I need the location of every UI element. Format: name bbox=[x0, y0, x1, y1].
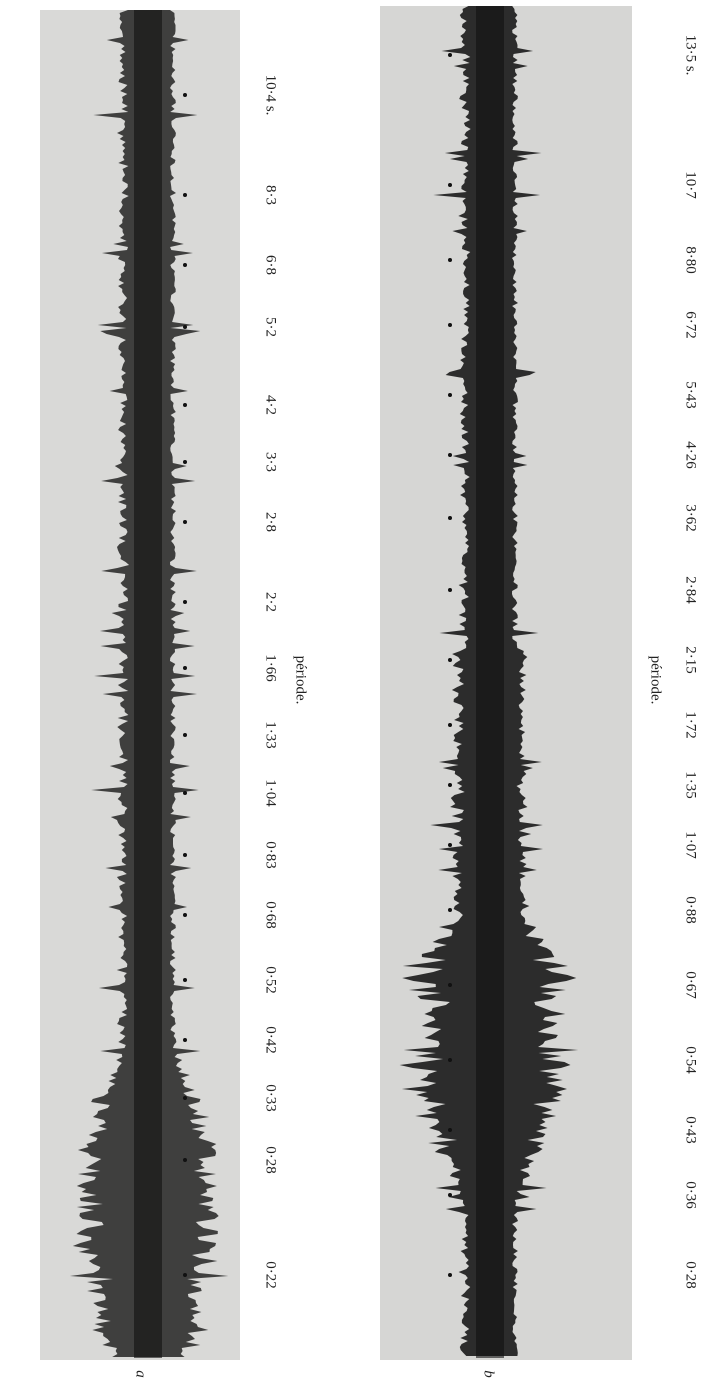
period-label: 8·80 bbox=[683, 246, 699, 274]
time-dot bbox=[448, 323, 452, 327]
figure: 0·22 0·28 0·33 0·42 0·52 0·68 0·83 1·04 1·33 1·66… bbox=[0, 0, 709, 1385]
period-label: 5·2 bbox=[263, 317, 279, 337]
time-dot bbox=[448, 723, 452, 727]
period-label: 3·62 bbox=[683, 504, 699, 532]
period-label: 2·15 bbox=[683, 646, 699, 674]
period-label: 0·22 bbox=[263, 1261, 279, 1289]
time-dot bbox=[183, 1158, 187, 1162]
time-dot bbox=[448, 908, 452, 912]
period-label: 1·04 bbox=[263, 779, 279, 807]
period-label: 0·67 bbox=[683, 971, 699, 999]
time-dot bbox=[183, 666, 187, 670]
period-label: 0·83 bbox=[263, 841, 279, 869]
axis-title: période. bbox=[648, 656, 664, 705]
panel-letter: a bbox=[133, 1370, 149, 1378]
time-dot bbox=[183, 193, 187, 197]
period-label: 1·33 bbox=[263, 721, 279, 749]
time-dot bbox=[448, 258, 452, 262]
period-label: 3·3 bbox=[263, 452, 279, 472]
period-label: 0·52 bbox=[263, 966, 279, 994]
period-label: 1·35 bbox=[683, 771, 699, 799]
panel-letter: b bbox=[481, 1370, 497, 1378]
waveform-core bbox=[134, 10, 162, 1358]
period-label: 0·88 bbox=[683, 896, 699, 924]
period-label: 0·54 bbox=[683, 1046, 699, 1074]
period-label: 10·7 bbox=[683, 171, 699, 199]
period-label: 13·5 s. bbox=[683, 35, 699, 76]
time-dot bbox=[448, 658, 452, 662]
period-label: 1·72 bbox=[683, 711, 699, 739]
period-label: 5·43 bbox=[683, 381, 699, 409]
period-label: 6·8 bbox=[263, 255, 279, 275]
period-label: 2·84 bbox=[683, 576, 699, 604]
time-dot bbox=[183, 93, 187, 97]
time-dot bbox=[183, 1038, 187, 1042]
period-label: 6·72 bbox=[683, 311, 699, 339]
period-label: 10·4 s. bbox=[263, 75, 279, 116]
period-label: 2·2 bbox=[263, 592, 279, 612]
time-dot bbox=[183, 913, 187, 917]
time-dot bbox=[448, 843, 452, 847]
time-dot bbox=[448, 1273, 452, 1277]
period-label: 2·8 bbox=[263, 512, 279, 532]
time-dot bbox=[183, 325, 187, 329]
time-dot bbox=[448, 1193, 452, 1197]
time-dot bbox=[183, 978, 187, 982]
time-dot bbox=[448, 783, 452, 787]
period-label: 0·28 bbox=[263, 1146, 279, 1174]
time-dot bbox=[448, 983, 452, 987]
axis-title: période. bbox=[293, 656, 309, 705]
period-label: 1·66 bbox=[263, 654, 279, 682]
period-label: 0·42 bbox=[263, 1026, 279, 1054]
period-label: 0·68 bbox=[263, 901, 279, 929]
time-dot bbox=[183, 733, 187, 737]
period-label: 8·3 bbox=[263, 185, 279, 205]
time-dot bbox=[448, 588, 452, 592]
time-dot bbox=[183, 791, 187, 795]
period-label: 0·36 bbox=[683, 1181, 699, 1209]
time-dot bbox=[183, 853, 187, 857]
time-dot bbox=[448, 183, 452, 187]
period-label: 0·43 bbox=[683, 1116, 699, 1144]
time-dot bbox=[448, 1128, 452, 1132]
time-dot bbox=[183, 600, 187, 604]
time-dot bbox=[448, 453, 452, 457]
time-dot bbox=[448, 516, 452, 520]
period-label: 0·28 bbox=[683, 1261, 699, 1289]
time-dot bbox=[448, 393, 452, 397]
period-label: 1·07 bbox=[683, 831, 699, 859]
period-label: 0·33 bbox=[263, 1084, 279, 1112]
waveform-core bbox=[476, 6, 504, 1358]
time-dot bbox=[183, 1273, 187, 1277]
time-dot bbox=[183, 460, 187, 464]
time-dot bbox=[448, 53, 452, 57]
period-label: 4·26 bbox=[683, 441, 699, 469]
time-dot bbox=[183, 403, 187, 407]
time-dot bbox=[183, 1096, 187, 1100]
time-dot bbox=[183, 520, 187, 524]
time-dot bbox=[448, 1058, 452, 1062]
period-label: 4·2 bbox=[263, 395, 279, 415]
time-dot bbox=[183, 263, 187, 267]
